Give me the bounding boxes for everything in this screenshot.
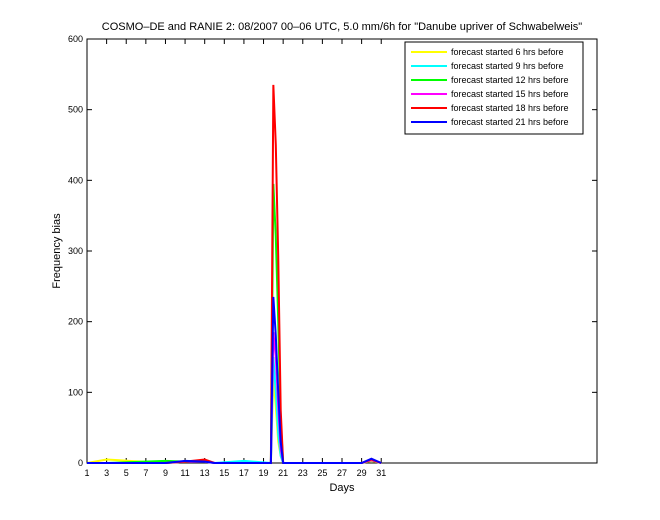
x-tick-label: 1	[84, 468, 89, 478]
x-axis-label: Days	[329, 482, 355, 494]
x-tick-label: 7	[143, 468, 148, 478]
legend-box	[404, 41, 584, 135]
x-tick-label: 25	[317, 468, 327, 478]
legend-label: forecast started 6 hrs before	[451, 47, 564, 57]
y-axis-label: Frequency bias	[51, 213, 63, 289]
legend-label: forecast started 9 hrs before	[451, 61, 564, 71]
legend-label: forecast started 12 hrs before	[451, 75, 569, 85]
x-tick-label: 3	[104, 468, 109, 478]
y-tick-label: 100	[68, 387, 83, 397]
y-tick-label: 200	[68, 317, 83, 327]
x-tick-label: 27	[337, 468, 347, 478]
series-line	[87, 296, 382, 464]
x-tick-label: 13	[200, 468, 210, 478]
y-tick-label: 400	[68, 175, 83, 185]
legend-label: forecast started 21 hrs before	[451, 117, 569, 127]
x-tick-label: 23	[298, 468, 308, 478]
legend-label: forecast started 18 hrs before	[451, 103, 569, 113]
y-tick-label: 600	[68, 34, 83, 44]
y-tick-label: 300	[68, 246, 83, 256]
x-tick-label: 9	[163, 468, 168, 478]
y-tick-label: 500	[68, 105, 83, 115]
x-tick-label: 15	[219, 468, 229, 478]
y-tick-label: 0	[78, 458, 83, 468]
x-tick-label: 17	[239, 468, 249, 478]
x-tick-label: 5	[124, 468, 129, 478]
x-tick-label: 11	[180, 468, 189, 478]
chart-title: COSMO–DE and RANIE 2: 08/2007 00–06 UTC,…	[102, 21, 583, 33]
x-tick-label: 29	[357, 468, 367, 478]
x-tick-label: 21	[278, 468, 288, 478]
x-tick-label: 19	[259, 468, 269, 478]
x-tick-label: 31	[376, 468, 386, 478]
legend-label: forecast started 15 hrs before	[451, 89, 569, 99]
